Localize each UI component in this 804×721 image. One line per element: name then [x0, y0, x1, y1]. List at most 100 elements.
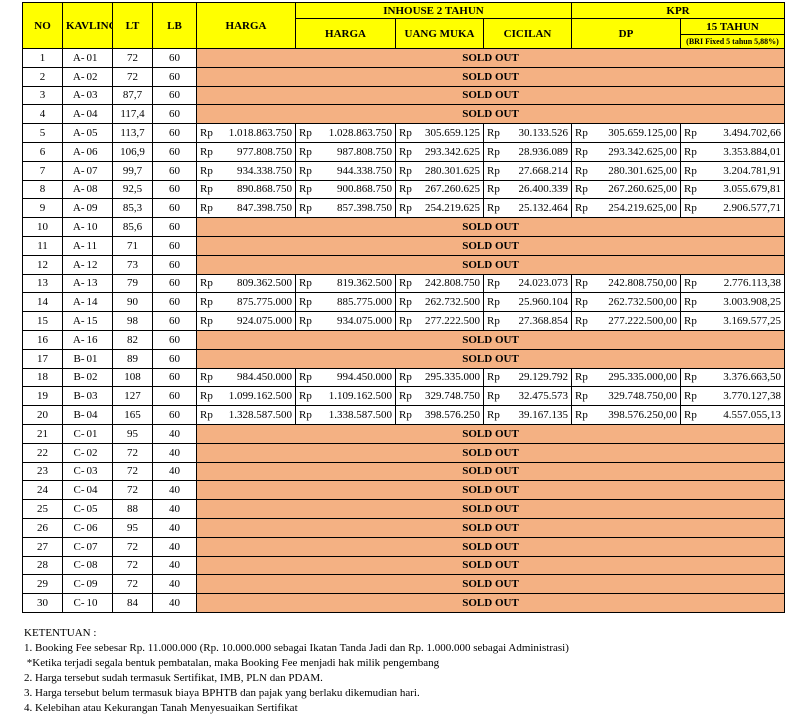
money: Rp 1.338.587.500 — [299, 409, 392, 421]
money: Rp 242.808.750,00 — [575, 277, 677, 289]
money: Rp 27.668.214 — [487, 165, 568, 177]
amount: 295.335.000 — [425, 371, 480, 384]
unit-cell: 13 — [85, 273, 113, 294]
table-row: 24 C- 04 72 40 SOLD OUT — [22, 480, 786, 501]
no-cell: 21 — [22, 423, 63, 444]
amount: 25.132.464 — [518, 202, 569, 215]
currency: Rp — [200, 315, 213, 328]
price-cell: Rp 267.260.625 — [395, 179, 484, 200]
amount: 987.808.750 — [337, 145, 392, 158]
price-cell: Rp 39.167.135 — [482, 405, 573, 425]
lb-cell: 40 — [152, 499, 197, 519]
amount: 934.075.000 — [337, 315, 392, 328]
block-cell: A- — [62, 235, 86, 256]
header-row: (BRI Fixed 5 tahun 5,88%) — [23, 34, 786, 49]
amount: 277.222.500,00 — [608, 315, 678, 328]
block-cell: A- — [62, 217, 86, 237]
money: Rp 1.018.863.750 — [200, 127, 292, 139]
no-cell: 17 — [22, 348, 63, 369]
lt-cell: 71 — [112, 235, 153, 256]
amount: 900.868.750 — [337, 183, 392, 196]
table-row: 14 A- 14 90 60 Rp 875.775.000 Rp 885.775.000 Rp 26… — [22, 292, 786, 313]
price-cell: Rp 26.400.339 — [482, 179, 573, 200]
table-row: 20 B- 04 165 60 Rp 1.328.587.500 Rp 1.338.587.50… — [22, 405, 786, 425]
amount: 875.775.000 — [237, 296, 292, 309]
sold-out-cell: SOLD OUT — [195, 593, 786, 613]
lt-cell: 73 — [112, 254, 153, 275]
table-row: 13 A- 13 79 60 Rp 809.362.500 Rp 819.362.500 Rp 24… — [22, 273, 786, 294]
unit-cell: 02 — [85, 66, 113, 87]
price-cell: Rp 25.132.464 — [482, 198, 573, 219]
amount: 329.748.750,00 — [608, 390, 678, 403]
lt-cell: 72 — [112, 66, 153, 87]
price-cell: Rp 267.260.625,00 — [571, 179, 682, 200]
unit-cell: 05 — [85, 123, 113, 143]
money: Rp 3.494.702,66 — [684, 127, 781, 139]
currency: Rp — [684, 164, 697, 177]
money: Rp 305.659.125,00 — [575, 127, 677, 139]
block-cell: C- — [62, 593, 86, 613]
money: Rp 924.075.000 — [200, 315, 292, 327]
amount: 1.018.863.750 — [228, 127, 292, 140]
unit-cell: 01 — [85, 348, 113, 369]
money: Rp 27.368.854 — [487, 315, 568, 327]
amount: 944.338.750 — [337, 164, 392, 177]
price-cell: Rp 27.368.854 — [482, 311, 573, 331]
no-cell: 11 — [22, 235, 63, 256]
sold-out-cell: SOLD OUT — [195, 517, 786, 538]
block-cell: C- — [62, 536, 86, 557]
header-cell: 15 TAHUN — [680, 18, 786, 35]
block-cell: B- — [62, 367, 86, 388]
lb-cell: 60 — [152, 217, 197, 237]
amount: 809.362.500 — [237, 277, 292, 290]
price-cell: Rp 3.494.702,66 — [680, 123, 786, 143]
notes-title: KETENTUAN : — [24, 627, 97, 639]
lt-cell: 85,3 — [112, 198, 153, 219]
money: Rp 3.169.577,25 — [684, 315, 781, 327]
price-cell: Rp 293.342.625,00 — [571, 141, 682, 162]
sold-out-cell: SOLD OUT — [195, 499, 786, 519]
lb-cell: 40 — [152, 517, 197, 538]
currency: Rp — [399, 164, 412, 177]
lt-cell: 108 — [112, 367, 153, 388]
header-cell: (BRI Fixed 5 tahun 5,88%) — [680, 34, 786, 49]
amount: 39.167.135 — [518, 409, 569, 422]
lb-cell: 60 — [152, 348, 197, 369]
price-cell: Rp 847.398.750 — [196, 198, 296, 219]
currency: Rp — [575, 390, 588, 403]
lt-cell: 72 — [112, 555, 153, 576]
money: Rp 4.557.055,13 — [684, 409, 781, 421]
unit-cell: 10 — [85, 593, 113, 613]
no-cell: 14 — [22, 292, 63, 313]
currency: Rp — [487, 127, 500, 140]
amount: 27.668.214 — [518, 164, 569, 177]
money: Rp 3.003.908,25 — [684, 296, 781, 308]
notes: KETENTUAN : 1. Booking Fee sebesar Rp. 11… — [24, 626, 569, 716]
money: Rp 25.960.104 — [487, 296, 568, 308]
currency: Rp — [684, 183, 697, 196]
currency: Rp — [487, 145, 500, 158]
block-cell: C- — [62, 517, 86, 538]
table-row: 9 A- 09 85,3 60 Rp 847.398.750 Rp 857.398.750 Rp 2… — [22, 198, 786, 219]
lt-cell: 127 — [112, 386, 153, 407]
table-row: 8 A- 08 92,5 60 Rp 890.868.750 Rp 900.868.750 Rp 2… — [22, 179, 786, 200]
sold-out-cell: SOLD OUT — [195, 480, 786, 501]
currency: Rp — [299, 315, 312, 328]
price-cell: Rp 934.338.750 — [196, 160, 296, 181]
currency: Rp — [487, 277, 500, 290]
money: Rp 305.659.125 — [399, 127, 480, 139]
lb-cell: 40 — [152, 555, 197, 576]
amount: 28.936.089 — [518, 145, 569, 158]
sold-out-cell: SOLD OUT — [195, 254, 786, 275]
sold-out-cell: SOLD OUT — [195, 348, 786, 369]
no-cell: 12 — [22, 254, 63, 275]
table-row: 16 A- 16 82 60 SOLD OUT — [22, 329, 786, 350]
money: Rp 295.335.000 — [399, 371, 480, 383]
amount: 27.368.854 — [518, 315, 569, 328]
amount: 1.328.587.500 — [228, 409, 292, 422]
currency: Rp — [487, 371, 500, 384]
money: Rp 254.219.625 — [399, 202, 480, 214]
price-cell: Rp 280.301.625 — [395, 160, 484, 181]
price-cell: Rp 944.338.750 — [295, 160, 396, 181]
block-cell: A- — [62, 329, 86, 350]
